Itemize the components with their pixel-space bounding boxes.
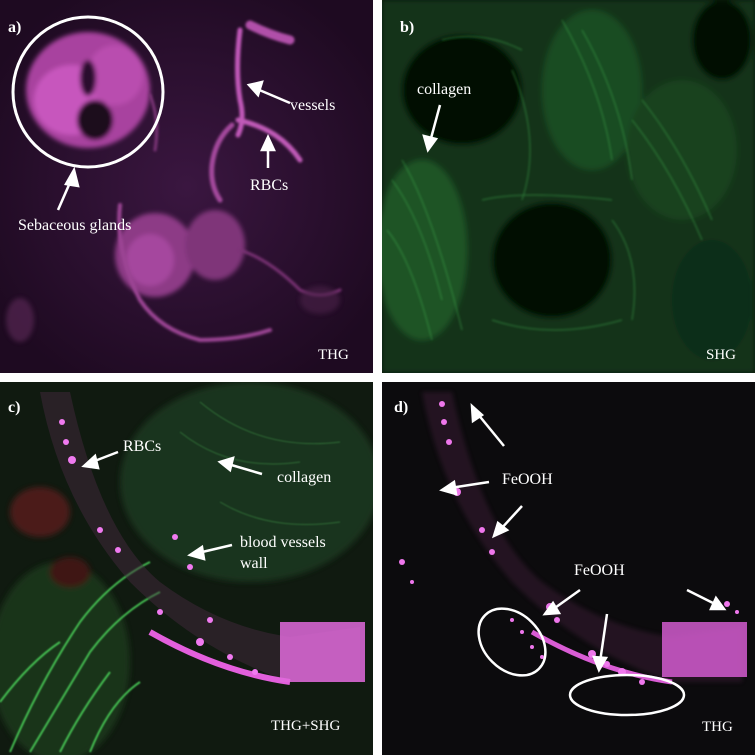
panel-a-thg: a) Sebaceous glands vessels RBCs THG: [0, 0, 373, 373]
rbcs-annotation-c: RBCs: [123, 438, 162, 455]
panel-d-thg: d) FeOOH FeOOH THG: [382, 382, 755, 755]
panel-a-modality: THG: [318, 347, 349, 363]
collagen-fibers: [386, 19, 713, 341]
panel-d-label: d): [394, 399, 409, 416]
panel-b-modality: SHG: [706, 347, 737, 363]
panel-c-modality: THG+SHG: [271, 718, 341, 734]
wall-annotation: wall: [240, 555, 268, 572]
vessel-network: [117, 20, 342, 343]
feooh-highlight-ellipses: [477, 607, 686, 717]
vessels-annotation: vessels: [290, 97, 336, 114]
panel-a-label: a): [8, 19, 22, 36]
panel-c-thg-shg: c) RBCs collagen blood vessels wall THG+…: [0, 382, 373, 755]
vessel-wall-c: [40, 392, 365, 685]
collagen-annotation-c: collagen: [277, 469, 332, 486]
blood-vessels-annotation: blood vessels: [240, 534, 326, 551]
panel-d-image: [382, 382, 755, 755]
sebaceous-glands-annotation: Sebaceous glands: [18, 217, 132, 234]
panel-d-arrows: [439, 403, 727, 673]
rbcs-annotation-a: RBCs: [250, 177, 289, 194]
sebaceous-gland-top: [26, 32, 150, 148]
panel-a-image: [0, 0, 373, 373]
feooh-annotation-1: FeOOH: [502, 471, 553, 488]
panel-b-label: b): [400, 19, 415, 36]
panel-c-arrows: [81, 450, 263, 561]
collagen-annotation-b: collagen: [417, 81, 472, 98]
gland-highlight-circle: [11, 15, 165, 169]
panel-c-label: c): [8, 399, 21, 416]
sebaceous-gland-bottom: [115, 210, 245, 297]
feooh-annotation-2: FeOOH: [574, 562, 625, 579]
panel-c-image: [0, 382, 373, 755]
panel-b-shg: b) collagen SHG: [382, 0, 755, 373]
panel-a-arrows: [56, 80, 291, 211]
panel-b-image: [382, 0, 755, 373]
panel-d-modality: THG: [702, 719, 733, 735]
collagen-fibers-c: [0, 561, 161, 753]
panel-b-arrows: [422, 104, 442, 153]
